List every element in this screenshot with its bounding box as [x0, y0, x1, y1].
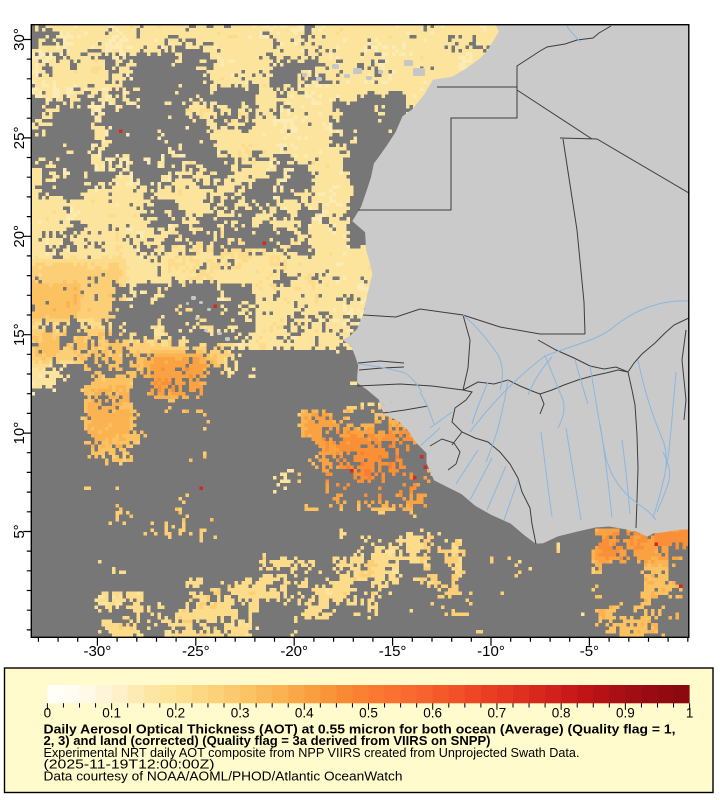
svg-text:-5°: -5°: [580, 643, 599, 660]
svg-text:30°: 30°: [11, 28, 28, 51]
svg-text:1: 1: [686, 706, 694, 721]
svg-text:Daily Aerosol Optical Thicknes: Daily Aerosol Optical Thickness (AOT) at…: [44, 723, 676, 737]
svg-text:-25°: -25°: [182, 643, 210, 660]
svg-text:-30°: -30°: [84, 643, 112, 660]
svg-text:15°: 15°: [11, 323, 28, 346]
svg-text:2, 3) and land (corrected) (Qu: 2, 3) and land (corrected) (Quality flag…: [44, 734, 491, 748]
svg-text:20°: 20°: [11, 225, 28, 248]
svg-text:-10°: -10°: [477, 643, 505, 660]
svg-text:0.6: 0.6: [423, 706, 442, 721]
svg-text:(2025-11-19T12:00:00Z): (2025-11-19T12:00:00Z): [44, 758, 215, 772]
svg-text:-15°: -15°: [379, 643, 407, 660]
svg-text:10°: 10°: [11, 422, 28, 445]
svg-text:0.8: 0.8: [552, 706, 571, 721]
svg-text:0.2: 0.2: [166, 706, 185, 721]
svg-text:0: 0: [44, 706, 52, 721]
svg-text:0.9: 0.9: [616, 706, 635, 721]
svg-text:0.5: 0.5: [359, 706, 378, 721]
svg-text:0.3: 0.3: [231, 706, 250, 721]
svg-text:Experimental NRT daily AOT com: Experimental NRT daily AOT composite fro…: [44, 746, 580, 760]
svg-text:0.4: 0.4: [295, 706, 314, 721]
svg-text:5°: 5°: [11, 524, 28, 538]
svg-text:Data courtesy of NOAA/AOML/PHO: Data courtesy of NOAA/AOML/PHOD/Atlantic…: [44, 769, 403, 783]
svg-text:25°: 25°: [11, 127, 28, 150]
svg-text:0.7: 0.7: [488, 706, 507, 721]
svg-text:0.1: 0.1: [102, 706, 121, 721]
svg-text:-20°: -20°: [280, 643, 308, 660]
